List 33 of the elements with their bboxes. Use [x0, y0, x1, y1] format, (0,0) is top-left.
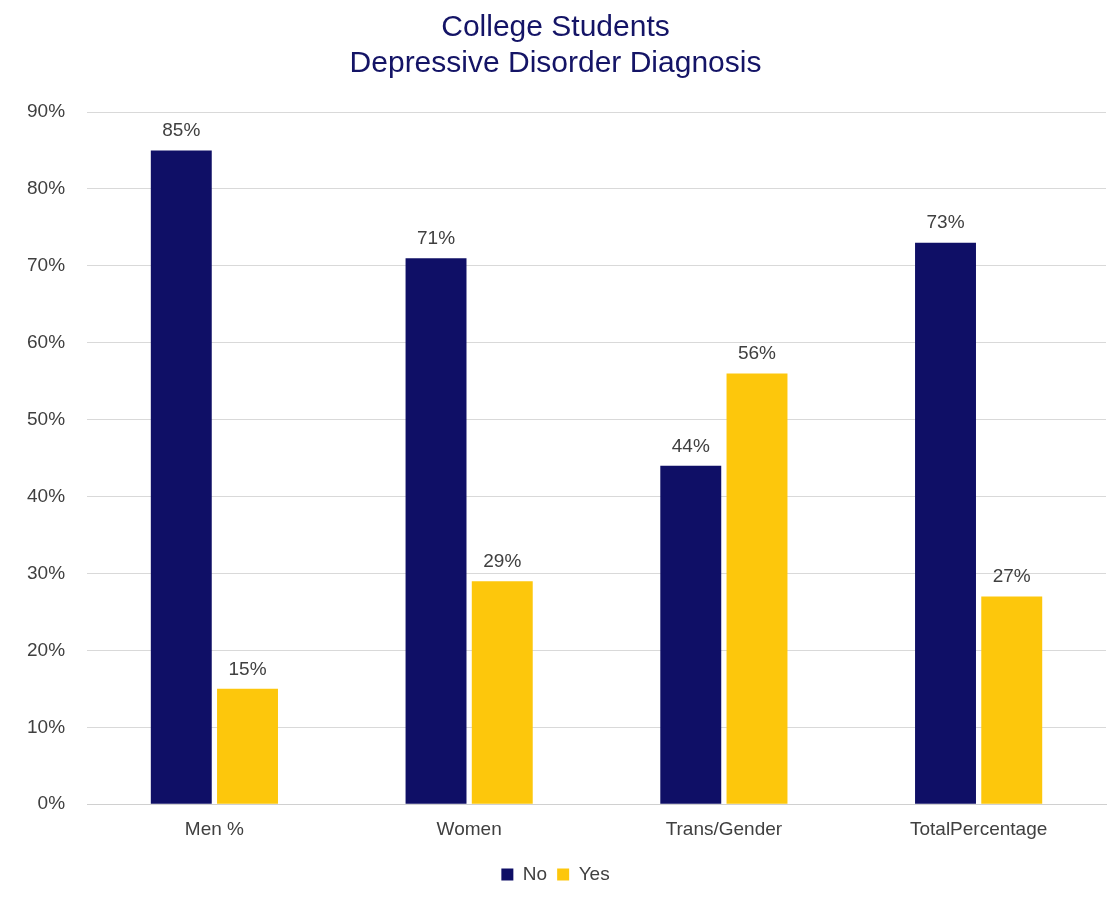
data-label: 56%	[737, 342, 777, 364]
data-label: 71%	[417, 226, 456, 248]
bar	[915, 242, 976, 804]
bar	[726, 373, 788, 804]
y-tick-label: 90%	[27, 100, 66, 122]
y-tick-label: 80%	[27, 177, 66, 199]
data-label: 73%	[926, 211, 965, 233]
data-label: 15%	[228, 657, 267, 679]
data-label: 85%	[162, 119, 201, 141]
y-tick-label: 10%	[27, 715, 66, 737]
x-tick-label: Men %	[184, 817, 245, 839]
x-tick-label: Women	[436, 817, 502, 839]
data-label: 27%	[992, 565, 1031, 587]
data-label: 29%	[483, 549, 522, 571]
bar	[150, 150, 212, 804]
bar	[405, 258, 467, 804]
y-tick-label: 70%	[27, 254, 66, 276]
bar	[981, 596, 1043, 804]
y-tick-label: 60%	[27, 330, 66, 352]
y-tick-label: 20%	[27, 638, 66, 660]
bar	[660, 465, 722, 804]
bar	[217, 688, 278, 804]
data-label: 44%	[671, 434, 710, 456]
y-tick-label: 50%	[27, 407, 66, 429]
bar	[471, 581, 533, 804]
legend-label: Yes	[578, 862, 610, 884]
y-tick-label: 30%	[27, 561, 66, 583]
x-tick-label: Trans/Gender	[665, 817, 783, 839]
legend-label: No	[522, 862, 548, 884]
y-tick-label: 40%	[27, 484, 66, 506]
y-tick-label: 0%	[37, 792, 66, 814]
chart-title: College Students Depressive Disorder Diagnosis	[349, 9, 762, 79]
x-tick-label: TotalPercentage	[909, 817, 1048, 839]
